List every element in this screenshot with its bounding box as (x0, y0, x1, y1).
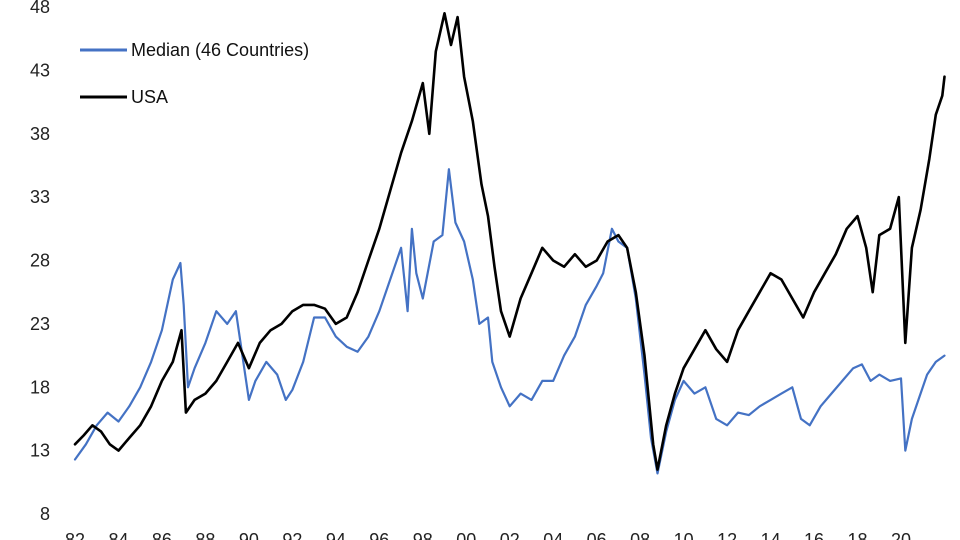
series-line-0 (73, 168, 946, 475)
x-tick-label: 92 (282, 530, 302, 540)
x-tick-label: 00 (456, 530, 476, 540)
y-tick-label: 33 (30, 187, 50, 207)
y-tick-label: 18 (30, 377, 50, 397)
y-tick-label: 28 (30, 251, 50, 271)
series-lines (73, 12, 946, 475)
y-tick-label: 43 (30, 60, 50, 80)
y-tick-label: 8 (40, 504, 50, 524)
x-tick-label: 02 (500, 530, 520, 540)
x-tick-label: 18 (848, 530, 868, 540)
legend-label: USA (131, 87, 168, 107)
x-tick-label: 94 (326, 530, 346, 540)
x-tick-label: 10 (674, 530, 694, 540)
x-tick-label: 06 (587, 530, 607, 540)
x-tick-label: 14 (761, 530, 781, 540)
y-tick-label: 38 (30, 124, 50, 144)
x-tick-label: 08 (630, 530, 650, 540)
x-tick-label: 88 (195, 530, 215, 540)
series-line-1 (73, 12, 946, 471)
y-tick-label: 48 (30, 0, 50, 17)
y-tick-label: 13 (30, 441, 50, 461)
x-tick-label: 16 (804, 530, 824, 540)
x-axis-ticks: 82 84 86 88 90 92 94 96 98 00 02 04 06 08 10 12 14 16 18 20 (65, 530, 911, 540)
x-tick-label: 84 (108, 530, 128, 540)
legend: Median (46 Countries) USA (80, 40, 309, 107)
x-tick-label: 98 (413, 530, 433, 540)
x-tick-label: 82 (65, 530, 85, 540)
y-axis-ticks: 8 13 18 23 28 33 38 43 48 (30, 0, 50, 524)
x-tick-label: 90 (239, 530, 259, 540)
x-tick-label: 04 (543, 530, 563, 540)
x-tick-label: 12 (717, 530, 737, 540)
x-tick-label: 86 (152, 530, 172, 540)
x-tick-label: 96 (369, 530, 389, 540)
x-tick-label: 20 (891, 530, 911, 540)
y-tick-label: 23 (30, 314, 50, 334)
legend-label: Median (46 Countries) (131, 40, 309, 60)
